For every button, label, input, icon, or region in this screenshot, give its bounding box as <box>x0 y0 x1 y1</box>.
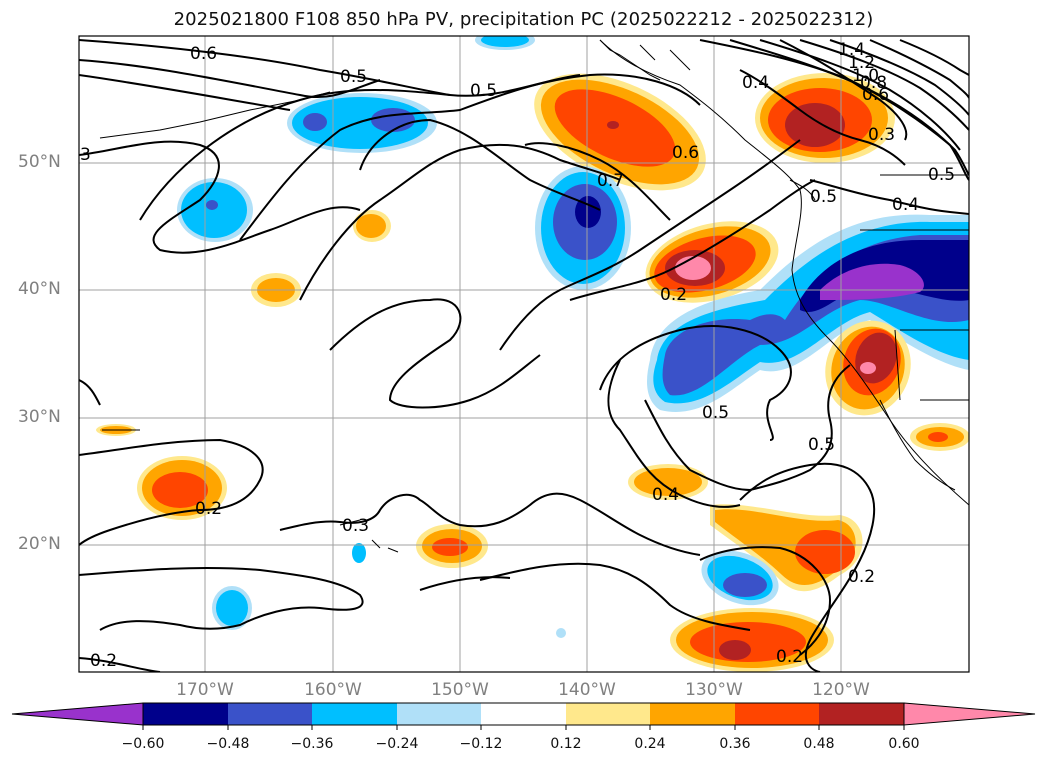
lat-label: 50°N <box>18 152 61 172</box>
lat-label: 40°N <box>18 279 61 299</box>
lon-label: 140°W <box>558 680 616 700</box>
colorbar-tick-label: 0.60 <box>888 736 920 752</box>
colorbar-bin <box>481 703 566 725</box>
gridlines <box>79 36 969 672</box>
colorbar <box>11 702 1036 730</box>
colorbar-tick-label: 0.36 <box>719 736 751 752</box>
contour-label: 0.3 <box>342 516 369 536</box>
contour-label: 0.5 <box>808 435 835 455</box>
contour-label: 0.5 <box>702 403 729 423</box>
colorbar-bin <box>819 703 904 725</box>
colorbar-tick-label: 0.12 <box>550 736 582 752</box>
contour-label: 0.5 <box>810 187 837 207</box>
colorbar-tick-label: −0.60 <box>121 736 165 752</box>
colorbar-tick-label: −0.24 <box>375 736 419 752</box>
colorbar-bin <box>566 703 650 725</box>
colorbar-tick-label: −0.48 <box>206 736 250 752</box>
map-title: 2025021800 F108 850 hPa PV, precipitatio… <box>173 9 874 30</box>
colorbar-tick-label: −0.12 <box>459 736 503 752</box>
contour-label: 0.2 <box>660 285 687 305</box>
colorbar-bin <box>397 703 481 725</box>
colorbar-bin <box>143 703 228 725</box>
colorbar-extend-low <box>11 702 144 726</box>
contour-label: 1.0 <box>852 66 879 86</box>
contour-label: 0.6 <box>190 44 217 64</box>
colorbar-bin <box>650 703 735 725</box>
colorbar-bin <box>735 703 819 725</box>
pv-contours <box>79 39 969 672</box>
contour-label: 0.6 <box>672 143 699 163</box>
map-frame <box>78 35 970 673</box>
contour-label: 0.5 <box>340 67 367 87</box>
colorbar-bin <box>228 703 312 725</box>
colorbar-extend-high <box>903 702 1036 726</box>
map-area: 0.6 0.5 0.5 0.6 0.7 0.4 0.5 1.4 1.2 1.0 … <box>79 36 969 672</box>
lat-label: 20°N <box>18 534 61 554</box>
colorbar-bin <box>312 703 397 725</box>
lon-label: 130°W <box>685 680 743 700</box>
lon-label: 170°W <box>176 680 234 700</box>
contour-label: 0.4 <box>742 73 769 93</box>
contour-label: 0.5 <box>470 81 497 101</box>
contour-label: 0.3 <box>868 125 895 145</box>
contour-label-layer: 0.6 0.5 0.5 0.6 0.7 0.4 0.5 1.4 1.2 1.0 … <box>80 40 955 671</box>
contour-label: 0.6 <box>862 85 889 105</box>
contour-label: 0.4 <box>892 195 919 215</box>
colorbar-tick-label: 0.24 <box>634 736 666 752</box>
lon-label: 160°W <box>304 680 362 700</box>
lat-label: 30°N <box>18 407 61 427</box>
precip-fill-layer <box>96 36 969 672</box>
contour-label: 0.2 <box>776 647 803 667</box>
contour-label: 0.2 <box>195 499 222 519</box>
colorbar-tick-label: 0.48 <box>803 736 835 752</box>
contour-label: 1.2 <box>848 53 875 73</box>
lon-label: 150°W <box>431 680 489 700</box>
contour-label: 0.2 <box>848 567 875 587</box>
contour-label: 0.2 <box>90 651 117 671</box>
contour-label: 3 <box>80 145 91 165</box>
contour-label: 0.5 <box>928 165 955 185</box>
colorbar-tick-label: −0.36 <box>290 736 334 752</box>
lon-label: 120°W <box>812 680 870 700</box>
contour-label: 0.4 <box>652 485 679 505</box>
contour-label: 1.4 <box>838 40 865 60</box>
contour-label: 0.7 <box>597 171 624 191</box>
contour-label: 0.8 <box>860 73 887 93</box>
